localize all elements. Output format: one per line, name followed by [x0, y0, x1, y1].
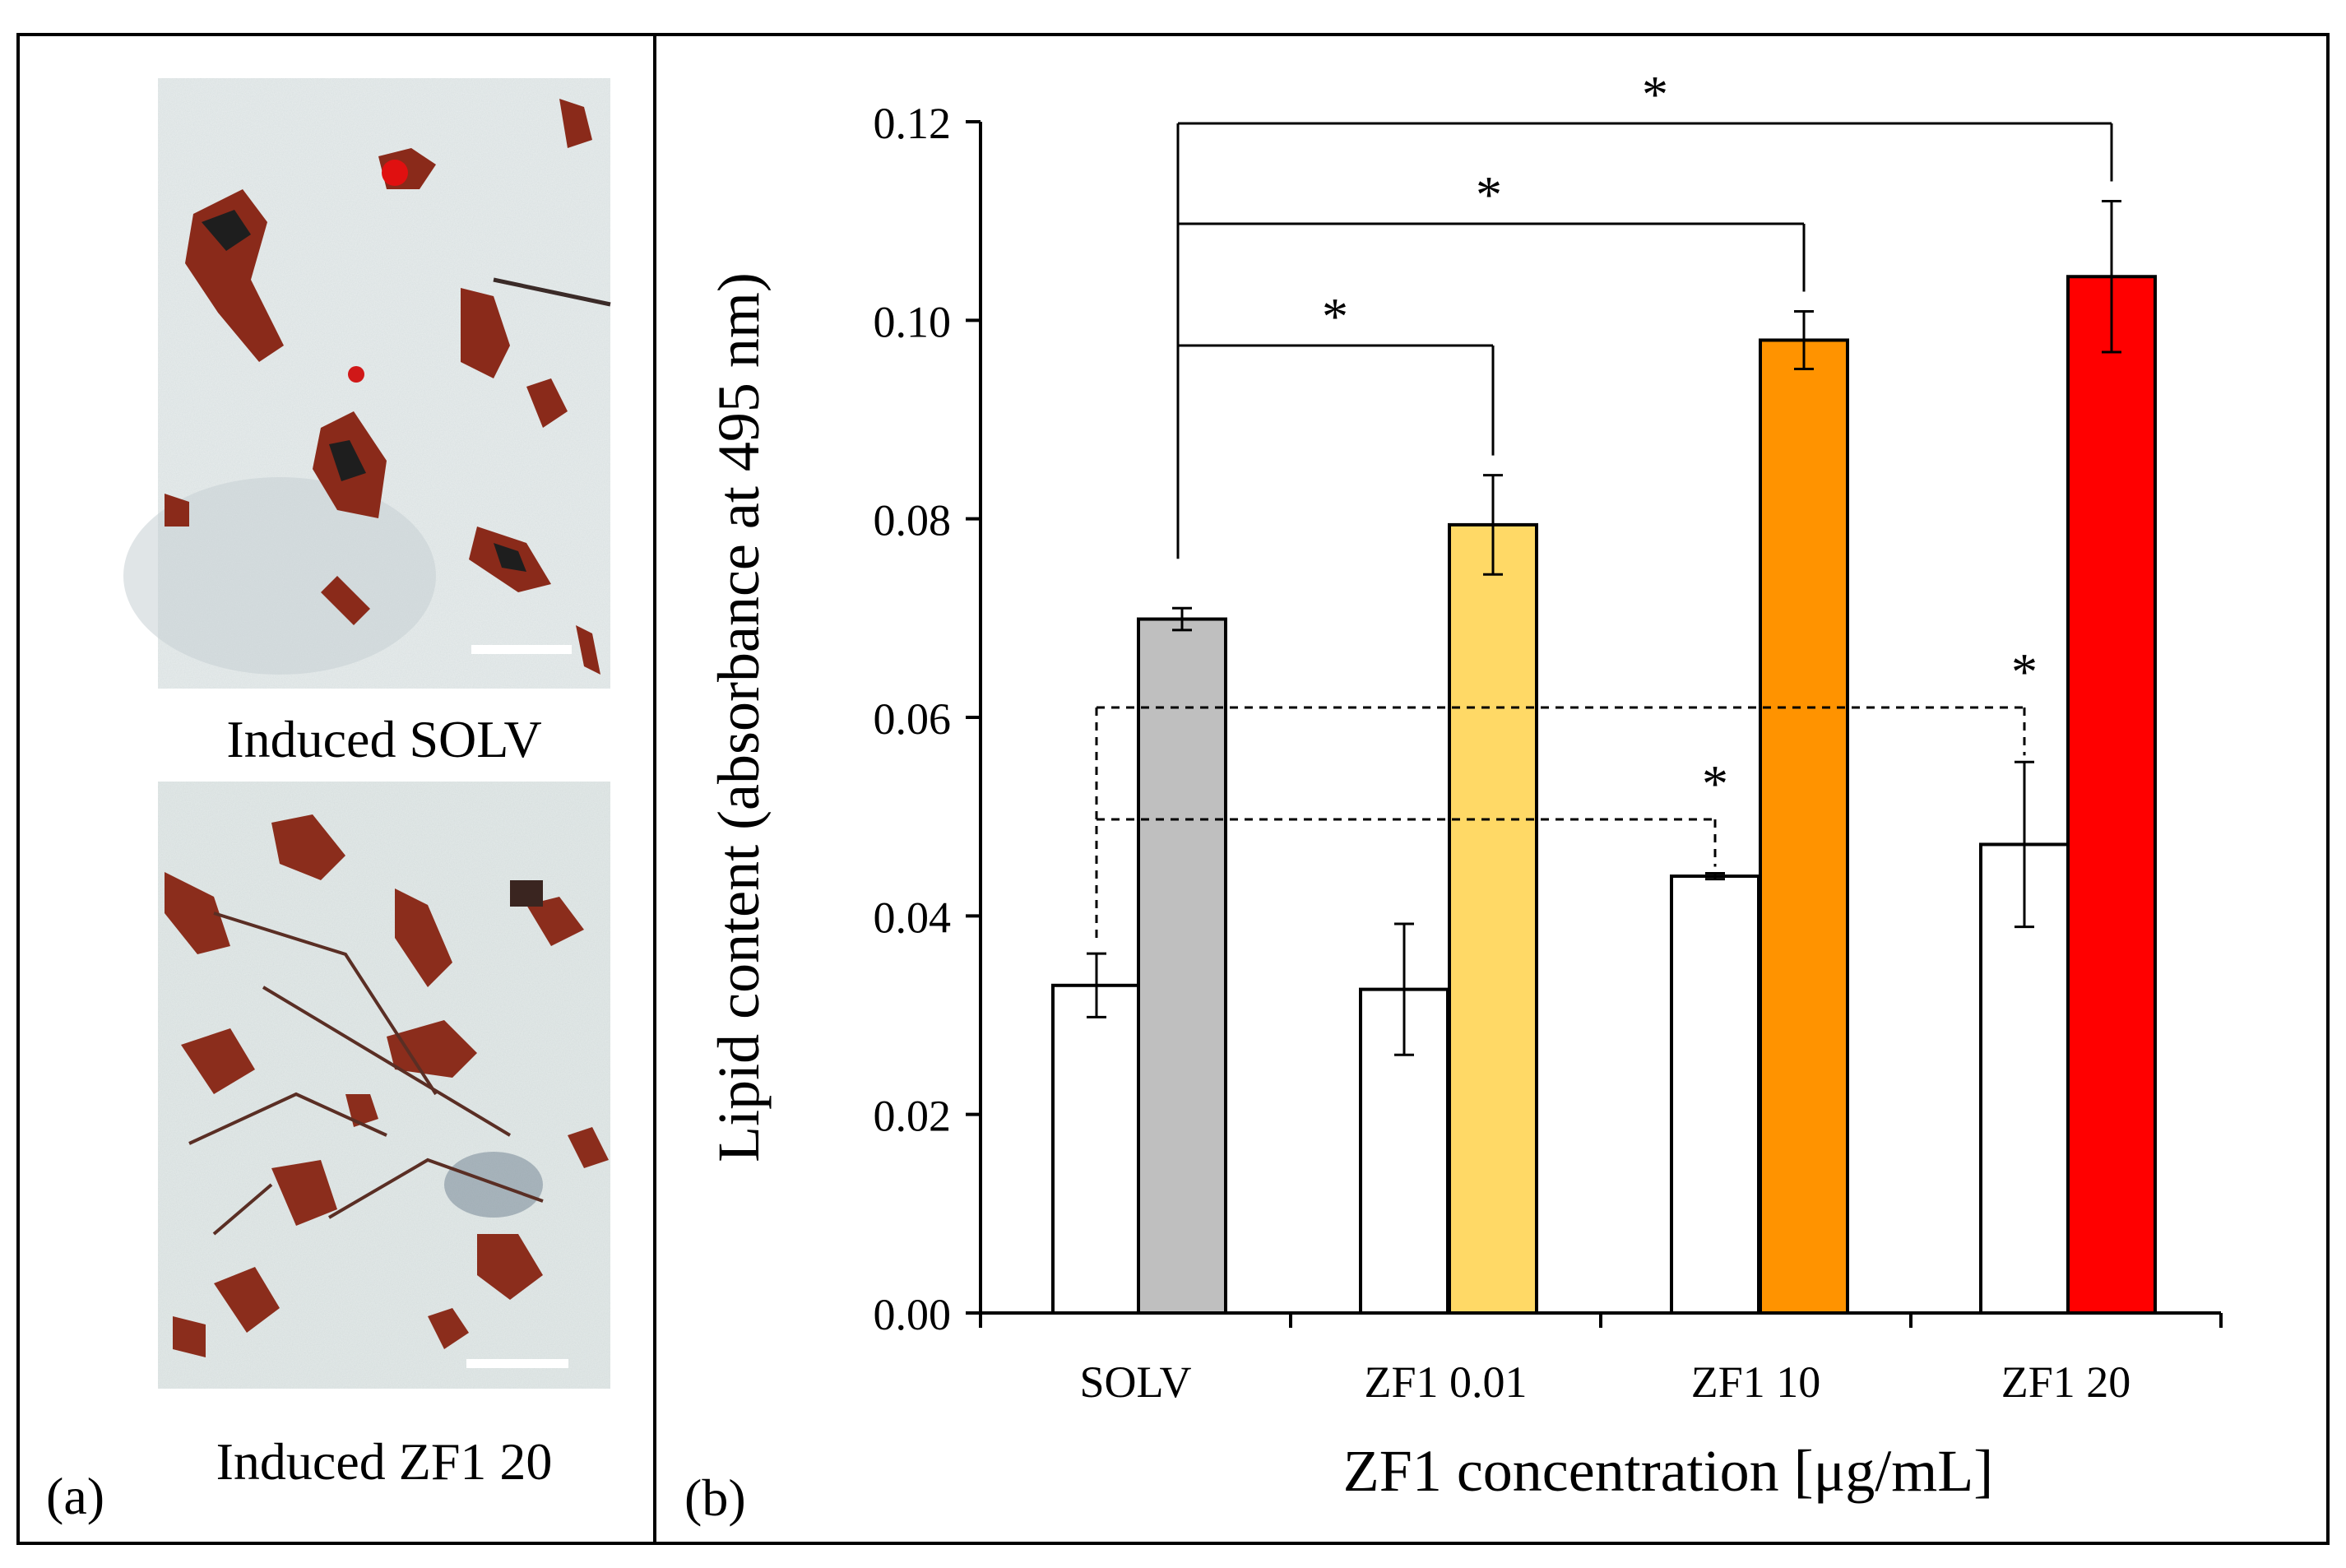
- caption-induced-zf1-20: Induced ZF1 20: [216, 1432, 553, 1491]
- significance-star: *: [1322, 287, 1348, 346]
- bar-induced-0: [1137, 617, 1227, 1315]
- y-tick-label: 0.06: [874, 694, 952, 744]
- scale-bar: [471, 645, 572, 654]
- scale-bar: [466, 1359, 568, 1368]
- bar-induced-2: [1759, 338, 1849, 1315]
- panel-a: Induced SOLV: [46, 78, 611, 1525]
- y-tick-label: 0.02: [874, 1092, 952, 1141]
- x-tick-label: ZF1 0.01: [1364, 1357, 1527, 1407]
- panel-b: (b) 0.00 0.02 0.04 0.06 0.08 0.10 0.12 SOLV ZF1 …: [684, 65, 2223, 1527]
- y-tick-label: 0.08: [874, 496, 952, 545]
- significance-star: *: [2011, 643, 2038, 701]
- panel-b-label: (b): [684, 1468, 746, 1527]
- x-tick-label: ZF1 20: [2001, 1357, 2131, 1407]
- y-tick-label: 0.04: [874, 893, 952, 942]
- y-tick-label: 0.10: [874, 297, 952, 346]
- caption-induced-solv: Induced SOLV: [226, 710, 541, 768]
- bar-chart: 0.00 0.02 0.04 0.06 0.08 0.10 0.12 SOLV ZF1 0.01…: [706, 65, 2223, 1504]
- y-tick-label: 0.12: [874, 99, 952, 148]
- significance-star: *: [1476, 165, 1502, 224]
- y-tick-label: 0.00: [874, 1290, 952, 1339]
- bar-induced-1: [1448, 522, 1538, 1315]
- panel-a-label: (a): [46, 1467, 104, 1525]
- x-tick-label: ZF1 10: [1691, 1357, 1821, 1407]
- bar-noninduced-0: [1051, 983, 1142, 1315]
- figure-border: [16, 33, 2330, 1545]
- x-axis-title: ZF1 concentration [μg/mL]: [1343, 1438, 1993, 1504]
- micrograph-induced-zf1-20: [158, 782, 610, 1389]
- bar-induced-3: [2066, 275, 2157, 1315]
- bar-noninduced-2: [1670, 874, 1760, 1315]
- significance-star: *: [1702, 754, 1728, 813]
- micrograph-induced-solv: [123, 78, 611, 689]
- significance-star: *: [1642, 65, 1668, 123]
- x-tick-label: SOLV: [1079, 1357, 1191, 1407]
- y-axis-title: Lipid content (absorbance at 495 nm): [706, 272, 772, 1162]
